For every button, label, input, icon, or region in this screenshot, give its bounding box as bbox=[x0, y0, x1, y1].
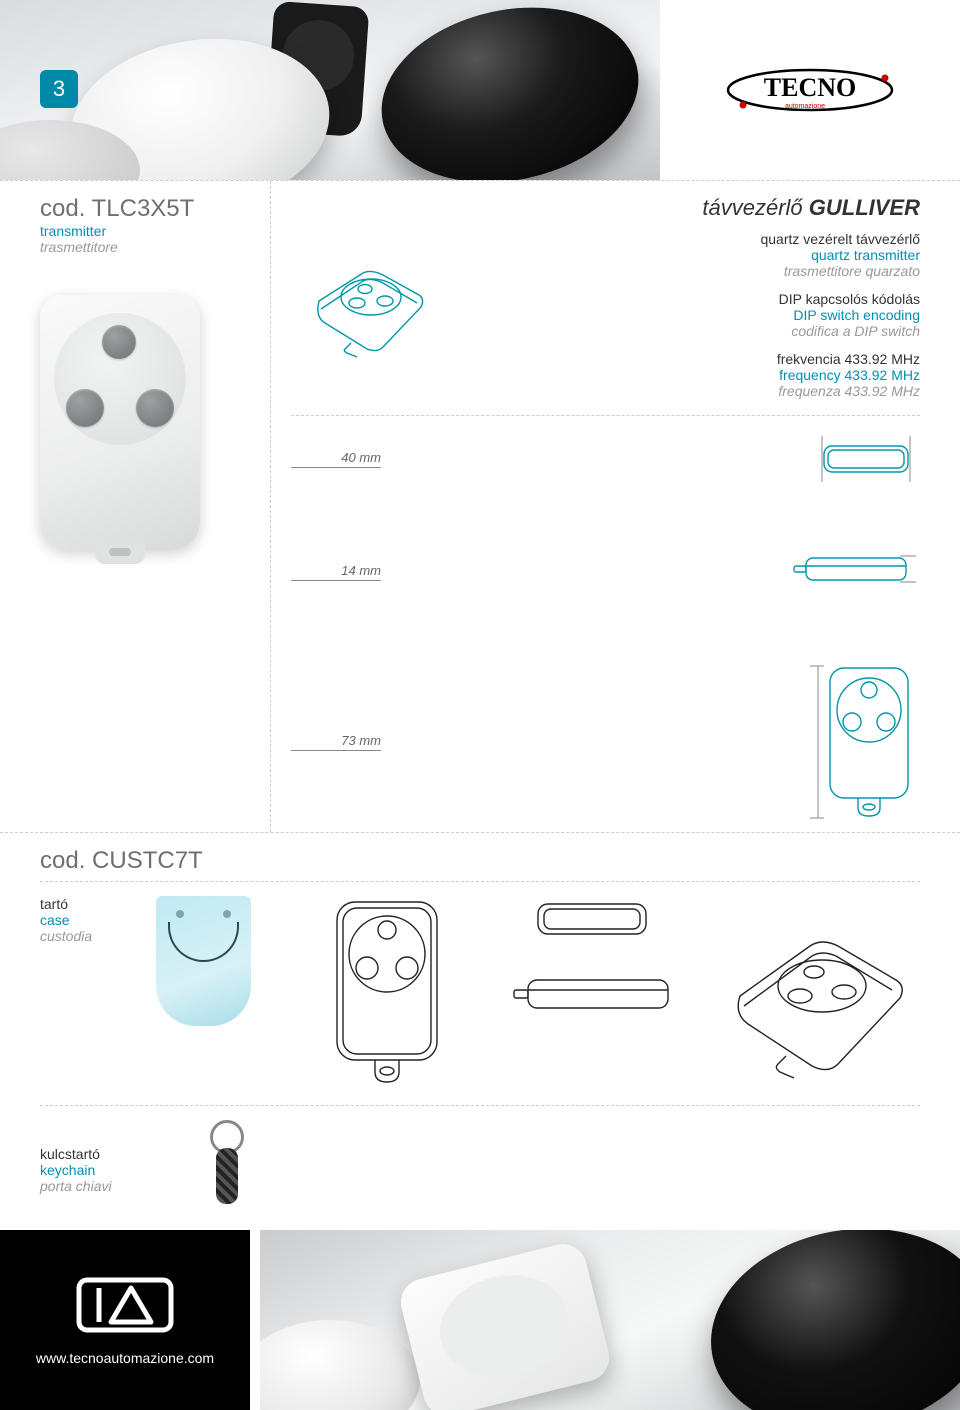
keychain-labels: kulcstartó keychain porta chiavi bbox=[40, 1146, 140, 1194]
product-label-it: trasmettitore bbox=[40, 239, 250, 255]
spec2-hu: DIP kapcsolós kódolás bbox=[441, 291, 920, 307]
dim-depth-label: 14 mm bbox=[291, 563, 381, 581]
svg-text:TECNO: TECNO bbox=[764, 73, 856, 102]
acc-code-prefix: cod. bbox=[40, 847, 92, 874]
case-labels: tartó case custodia bbox=[40, 896, 140, 944]
title-name: GULLIVER bbox=[809, 195, 920, 220]
title-prefix: távvezérlő bbox=[702, 195, 808, 220]
dim-top-view bbox=[810, 436, 920, 482]
isometric-sketch bbox=[291, 231, 441, 371]
ta-logo-icon bbox=[75, 1274, 175, 1336]
footer-url: www.tecnoautomazione.com bbox=[36, 1350, 214, 1366]
product-title: távvezérlő GULLIVER bbox=[291, 195, 920, 221]
side-outline-sketch bbox=[508, 972, 678, 1016]
footer-brand-panel: www.tecnoautomazione.com bbox=[0, 1230, 250, 1410]
iso-outline-sketch bbox=[700, 896, 920, 1086]
top-outline-sketch bbox=[528, 896, 658, 942]
code-value: TLC3X5T bbox=[92, 195, 195, 222]
spec3-hu: frekvencia 433.92 MHz bbox=[441, 351, 920, 367]
acc-code-value: CUSTC7T bbox=[92, 847, 203, 874]
hero-device-black bbox=[365, 0, 655, 180]
spec3-it: frequenza 433.92 MHz bbox=[441, 383, 920, 399]
accessory-row: cod. CUSTC7T tartó case custodia bbox=[0, 832, 960, 1220]
case-it: custodia bbox=[40, 928, 140, 944]
accessory-code: cod. CUSTC7T bbox=[40, 847, 920, 875]
spec1-hu: quartz vezérelt távvezérlő bbox=[441, 231, 920, 247]
keychain-hu: kulcstartó bbox=[40, 1146, 140, 1162]
keychain-en: keychain bbox=[40, 1162, 140, 1178]
code-prefix: cod. bbox=[40, 195, 92, 222]
spec2-en: DIP switch encoding bbox=[441, 307, 920, 323]
dim-side-view bbox=[790, 552, 920, 592]
svg-text:automazione: automazione bbox=[785, 103, 825, 110]
spec1-en: quartz transmitter bbox=[441, 247, 920, 263]
remote-photo bbox=[40, 295, 200, 550]
product-label-en: transmitter bbox=[40, 223, 250, 239]
product-code-col: cod. TLC3X5T transmitter trasmettitore bbox=[0, 181, 270, 832]
dim-depth-row: 14 mm bbox=[291, 552, 920, 592]
footer-hero-image bbox=[260, 1230, 960, 1410]
tecno-logo: TECNO automazione bbox=[725, 60, 895, 120]
header: 3 TECNO automazione bbox=[0, 0, 960, 180]
product-title-col: távvezérlő GULLIVER quartz vezérelt távv… bbox=[270, 181, 960, 832]
footer: www.tecnoautomazione.com bbox=[0, 1230, 960, 1410]
dim-height-row: 73 mm bbox=[291, 662, 920, 822]
hero-image-left: 3 bbox=[0, 0, 660, 180]
dimensions-block: 40 mm 14 mm bbox=[291, 415, 920, 822]
page-number-badge: 3 bbox=[40, 70, 78, 108]
product-code: cod. TLC3X5T bbox=[40, 195, 250, 223]
keychain-row: kulcstartó keychain porta chiavi bbox=[40, 1105, 920, 1220]
case-hu: tartó bbox=[40, 896, 140, 912]
spec3-en: frequency 433.92 MHz bbox=[441, 367, 920, 383]
keychain-photo bbox=[200, 1120, 260, 1220]
spec2-it: codifica a DIP switch bbox=[441, 323, 920, 339]
case-photo bbox=[156, 896, 251, 1026]
case-en: case bbox=[40, 912, 140, 928]
spec1-it: trasmettitore quarzato bbox=[441, 263, 920, 279]
case-row: tartó case custodia bbox=[40, 881, 920, 1091]
dim-height-label: 73 mm bbox=[291, 733, 381, 751]
spec-block: quartz vezérelt távvezérlő quartz transm… bbox=[291, 231, 920, 399]
dim-width-row: 40 mm bbox=[291, 436, 920, 482]
dim-front-view bbox=[810, 662, 920, 822]
product-header-row: cod. TLC3X5T transmitter trasmettitore bbox=[0, 180, 960, 832]
brand-panel: TECNO automazione bbox=[660, 0, 960, 180]
keychain-it: porta chiavi bbox=[40, 1178, 140, 1194]
dim-width-label: 40 mm bbox=[291, 450, 381, 468]
front-outline-sketch bbox=[323, 896, 453, 1086]
